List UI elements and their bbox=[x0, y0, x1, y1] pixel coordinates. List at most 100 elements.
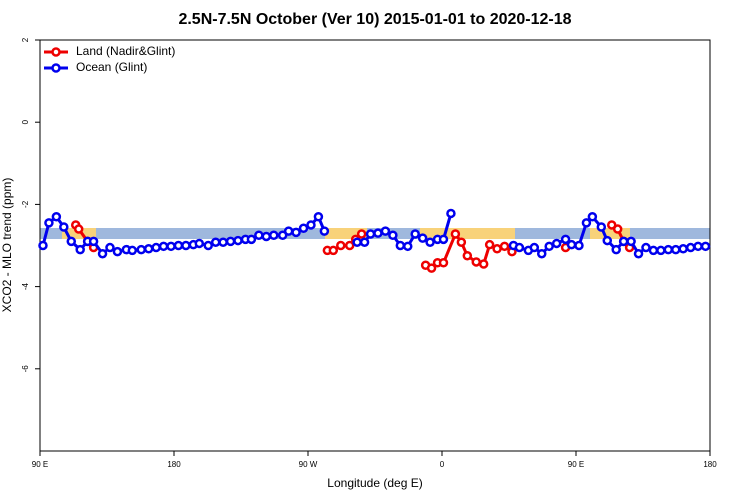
point bbox=[388, 230, 398, 240]
x-tick-label: 180 bbox=[167, 460, 181, 469]
point bbox=[277, 230, 288, 240]
point bbox=[484, 239, 495, 250]
point bbox=[66, 236, 77, 247]
point bbox=[283, 226, 294, 236]
point bbox=[380, 226, 391, 236]
point bbox=[254, 230, 264, 240]
point bbox=[425, 237, 435, 247]
point bbox=[59, 222, 69, 232]
point bbox=[633, 248, 644, 259]
point bbox=[514, 242, 525, 253]
point bbox=[328, 245, 339, 256]
point bbox=[438, 234, 449, 245]
point bbox=[143, 244, 154, 254]
point bbox=[203, 240, 213, 251]
point bbox=[97, 248, 108, 259]
point bbox=[529, 242, 540, 253]
point bbox=[551, 238, 562, 249]
point bbox=[606, 220, 617, 230]
legend-marker bbox=[51, 47, 61, 57]
point bbox=[611, 244, 621, 255]
point bbox=[612, 224, 623, 234]
x-tick-label: 90 W bbox=[299, 460, 318, 469]
point bbox=[306, 220, 316, 230]
point bbox=[560, 234, 571, 245]
point bbox=[173, 240, 184, 251]
point bbox=[450, 229, 461, 239]
point bbox=[471, 257, 481, 267]
point bbox=[105, 242, 115, 253]
point bbox=[166, 241, 176, 252]
point bbox=[499, 241, 510, 252]
y-tick-label: -4 bbox=[21, 282, 30, 290]
point bbox=[233, 235, 243, 246]
point bbox=[685, 242, 696, 253]
point bbox=[365, 229, 376, 239]
point bbox=[112, 246, 123, 257]
point bbox=[410, 229, 420, 239]
point bbox=[581, 218, 592, 228]
y-tick-label: 0 bbox=[21, 119, 30, 124]
point bbox=[537, 248, 547, 259]
point bbox=[373, 228, 383, 238]
land-strip bbox=[325, 228, 367, 239]
point bbox=[626, 236, 636, 247]
point bbox=[438, 258, 449, 268]
point bbox=[678, 244, 688, 254]
y-axis-label: XCO2 - MLO trend (ppm) bbox=[0, 178, 14, 313]
point bbox=[225, 236, 236, 247]
point bbox=[544, 241, 554, 252]
point bbox=[648, 245, 659, 256]
point bbox=[291, 227, 301, 238]
y-tick-label: -2 bbox=[21, 200, 30, 208]
point bbox=[700, 241, 711, 252]
point bbox=[492, 244, 502, 254]
point bbox=[395, 240, 406, 251]
legend-marker bbox=[51, 63, 61, 73]
point bbox=[313, 211, 324, 222]
x-tick-label: 180 bbox=[703, 460, 717, 469]
point bbox=[574, 240, 584, 251]
point bbox=[478, 259, 489, 269]
point bbox=[88, 236, 99, 247]
point bbox=[75, 244, 85, 255]
point bbox=[136, 244, 146, 255]
point bbox=[246, 234, 257, 245]
point bbox=[356, 229, 367, 239]
point bbox=[261, 231, 272, 242]
point bbox=[158, 241, 169, 252]
point bbox=[446, 208, 456, 219]
point bbox=[663, 244, 674, 255]
point bbox=[641, 242, 651, 253]
x-tick-label: 90 E bbox=[568, 460, 584, 469]
x-tick-label: 90 E bbox=[32, 460, 48, 469]
point bbox=[426, 263, 437, 273]
legend-label: Ocean (Glint) bbox=[76, 60, 147, 74]
point bbox=[403, 241, 413, 252]
point bbox=[210, 237, 221, 247]
point bbox=[269, 230, 279, 240]
point bbox=[656, 245, 666, 256]
point bbox=[359, 237, 370, 247]
x-axis-label: Longitude (deg E) bbox=[327, 476, 422, 490]
point bbox=[587, 211, 598, 222]
chart-title: 2.5N-7.5N October (Ver 10) 2015-01-01 to… bbox=[178, 11, 571, 28]
point bbox=[181, 240, 191, 251]
point bbox=[38, 240, 48, 251]
y-tick-label: -6 bbox=[21, 365, 30, 373]
point bbox=[151, 242, 161, 253]
point bbox=[218, 237, 228, 247]
point bbox=[618, 236, 629, 247]
point bbox=[298, 223, 309, 233]
legend-label: Land (Nadir&Glint) bbox=[76, 44, 175, 58]
point bbox=[352, 237, 362, 247]
point bbox=[462, 251, 473, 261]
point bbox=[693, 241, 703, 252]
point bbox=[456, 237, 467, 247]
point bbox=[344, 240, 355, 251]
point bbox=[596, 222, 607, 232]
point bbox=[127, 245, 138, 256]
point bbox=[44, 218, 54, 228]
point bbox=[194, 238, 205, 249]
